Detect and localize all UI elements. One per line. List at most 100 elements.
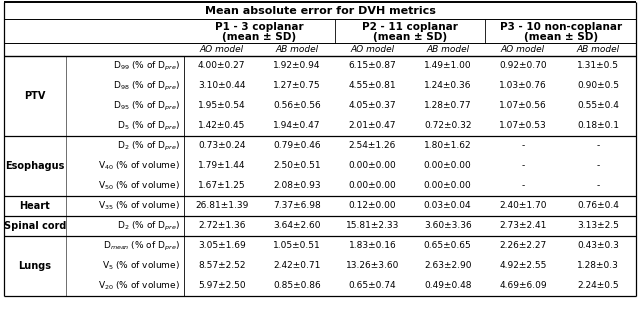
Text: 1.27±0.75: 1.27±0.75	[273, 81, 321, 91]
Text: 8.57±2.52: 8.57±2.52	[198, 262, 245, 270]
Text: 0.76±0.4: 0.76±0.4	[577, 201, 620, 211]
Text: 1.24±0.36: 1.24±0.36	[424, 81, 472, 91]
Text: 0.03±0.04: 0.03±0.04	[424, 201, 472, 211]
Text: 0.00±0.00: 0.00±0.00	[348, 162, 396, 170]
Text: V$_{5}$ (% of volume): V$_{5}$ (% of volume)	[102, 260, 180, 272]
Text: -: -	[596, 142, 600, 150]
Text: (mean ± SD): (mean ± SD)	[222, 32, 296, 42]
Text: 3.10±0.44: 3.10±0.44	[198, 81, 245, 91]
Text: 0.12±0.00: 0.12±0.00	[349, 201, 396, 211]
Text: P3 - 10 non-coplanar: P3 - 10 non-coplanar	[500, 23, 621, 32]
Text: D$_{2}$ (% of D$_{pre}$): D$_{2}$ (% of D$_{pre}$)	[117, 219, 180, 232]
Text: V$_{50}$ (% of volume): V$_{50}$ (% of volume)	[98, 180, 180, 192]
Text: 3.64±2.60: 3.64±2.60	[273, 221, 321, 231]
Text: Heart: Heart	[20, 201, 51, 211]
Text: 1.95±0.54: 1.95±0.54	[198, 101, 246, 111]
Text: 13.26±3.60: 13.26±3.60	[346, 262, 399, 270]
Text: -: -	[522, 162, 525, 170]
Text: 2.08±0.93: 2.08±0.93	[273, 181, 321, 191]
Text: 6.15±0.87: 6.15±0.87	[348, 61, 396, 71]
Text: 0.00±0.00: 0.00±0.00	[424, 181, 472, 191]
Text: 1.07±0.53: 1.07±0.53	[499, 122, 547, 130]
Text: -: -	[522, 181, 525, 191]
Text: 0.65±0.65: 0.65±0.65	[424, 242, 472, 250]
Text: PTV: PTV	[24, 91, 45, 101]
Text: 1.80±1.62: 1.80±1.62	[424, 142, 472, 150]
Text: V$_{40}$ (% of volume): V$_{40}$ (% of volume)	[98, 160, 180, 172]
Text: 1.94±0.47: 1.94±0.47	[273, 122, 321, 130]
Text: 0.79±0.46: 0.79±0.46	[273, 142, 321, 150]
Text: 1.28±0.3: 1.28±0.3	[577, 262, 620, 270]
Text: 0.72±0.32: 0.72±0.32	[424, 122, 472, 130]
Text: AB model: AB model	[275, 45, 319, 54]
Text: 1.67±1.25: 1.67±1.25	[198, 181, 246, 191]
Text: D$_{99}$ (% of D$_{pre}$): D$_{99}$ (% of D$_{pre}$)	[113, 60, 180, 73]
Text: V$_{20}$ (% of volume): V$_{20}$ (% of volume)	[98, 280, 180, 292]
Text: 2.50±0.51: 2.50±0.51	[273, 162, 321, 170]
Text: 2.40±1.70: 2.40±1.70	[499, 201, 547, 211]
Text: 2.73±2.41: 2.73±2.41	[499, 221, 547, 231]
Text: AB model: AB model	[426, 45, 469, 54]
Text: D$_{95}$ (% of D$_{pre}$): D$_{95}$ (% of D$_{pre}$)	[113, 99, 180, 112]
Text: D$_{98}$ (% of D$_{pre}$): D$_{98}$ (% of D$_{pre}$)	[113, 79, 180, 93]
Text: AB model: AB model	[577, 45, 620, 54]
Text: Mean absolute error for DVH metrics: Mean absolute error for DVH metrics	[205, 6, 435, 15]
Text: Spinal cord: Spinal cord	[4, 221, 66, 231]
Text: 0.55±0.4: 0.55±0.4	[577, 101, 620, 111]
Text: 0.43±0.3: 0.43±0.3	[577, 242, 620, 250]
Text: Esophagus: Esophagus	[5, 161, 65, 171]
Text: V$_{35}$ (% of volume): V$_{35}$ (% of volume)	[98, 200, 180, 212]
Text: 3.13±2.5: 3.13±2.5	[577, 221, 620, 231]
Text: 1.79±1.44: 1.79±1.44	[198, 162, 245, 170]
Text: 7.37±6.98: 7.37±6.98	[273, 201, 321, 211]
Text: -: -	[522, 142, 525, 150]
Text: D$_{mean}$ (% of D$_{pre}$): D$_{mean}$ (% of D$_{pre}$)	[103, 239, 180, 252]
Text: 0.56±0.56: 0.56±0.56	[273, 101, 321, 111]
Text: 26.81±1.39: 26.81±1.39	[195, 201, 248, 211]
Text: -: -	[596, 181, 600, 191]
Text: Lungs: Lungs	[19, 261, 51, 271]
Text: 1.28±0.77: 1.28±0.77	[424, 101, 472, 111]
Text: 4.05±0.37: 4.05±0.37	[349, 101, 396, 111]
Text: 15.81±2.33: 15.81±2.33	[346, 221, 399, 231]
Text: 2.01±0.47: 2.01±0.47	[349, 122, 396, 130]
Text: -: -	[596, 162, 600, 170]
Text: D$_{2}$ (% of D$_{pre}$): D$_{2}$ (% of D$_{pre}$)	[117, 139, 180, 153]
Text: 4.55±0.81: 4.55±0.81	[349, 81, 396, 91]
Text: 0.73±0.24: 0.73±0.24	[198, 142, 245, 150]
Text: AO model: AO model	[200, 45, 244, 54]
Text: D$_{5}$ (% of D$_{pre}$): D$_{5}$ (% of D$_{pre}$)	[117, 119, 180, 132]
Text: 2.63±2.90: 2.63±2.90	[424, 262, 472, 270]
Text: 0.00±0.00: 0.00±0.00	[424, 162, 472, 170]
Text: 4.92±2.55: 4.92±2.55	[499, 262, 547, 270]
Text: 0.00±0.00: 0.00±0.00	[348, 181, 396, 191]
Text: (mean ± SD): (mean ± SD)	[524, 32, 598, 42]
Text: 4.00±0.27: 4.00±0.27	[198, 61, 245, 71]
Text: 1.42±0.45: 1.42±0.45	[198, 122, 245, 130]
Text: 1.49±1.00: 1.49±1.00	[424, 61, 472, 71]
Text: P2 - 11 coplanar: P2 - 11 coplanar	[362, 23, 458, 32]
Text: 1.03±0.76: 1.03±0.76	[499, 81, 547, 91]
Text: 2.24±0.5: 2.24±0.5	[577, 282, 619, 290]
Text: 0.92±0.70: 0.92±0.70	[499, 61, 547, 71]
Text: 1.31±0.5: 1.31±0.5	[577, 61, 620, 71]
Text: 0.18±0.1: 0.18±0.1	[577, 122, 620, 130]
Text: 2.54±1.26: 2.54±1.26	[349, 142, 396, 150]
Text: AO model: AO model	[350, 45, 394, 54]
Text: 5.97±2.50: 5.97±2.50	[198, 282, 246, 290]
Text: 1.92±0.94: 1.92±0.94	[273, 61, 321, 71]
Text: 0.65±0.74: 0.65±0.74	[349, 282, 396, 290]
Text: AO model: AO model	[501, 45, 545, 54]
Text: 1.05±0.51: 1.05±0.51	[273, 242, 321, 250]
Text: 1.83±0.16: 1.83±0.16	[348, 242, 396, 250]
Text: 1.07±0.56: 1.07±0.56	[499, 101, 547, 111]
Text: 2.42±0.71: 2.42±0.71	[273, 262, 321, 270]
Text: 0.49±0.48: 0.49±0.48	[424, 282, 472, 290]
Text: 0.85±0.86: 0.85±0.86	[273, 282, 321, 290]
Text: (mean ± SD): (mean ± SD)	[373, 32, 447, 42]
Text: P1 - 3 coplanar: P1 - 3 coplanar	[215, 23, 303, 32]
Text: 2.72±1.36: 2.72±1.36	[198, 221, 245, 231]
Text: 4.69±6.09: 4.69±6.09	[499, 282, 547, 290]
Text: 2.26±2.27: 2.26±2.27	[499, 242, 547, 250]
Text: 3.60±3.36: 3.60±3.36	[424, 221, 472, 231]
